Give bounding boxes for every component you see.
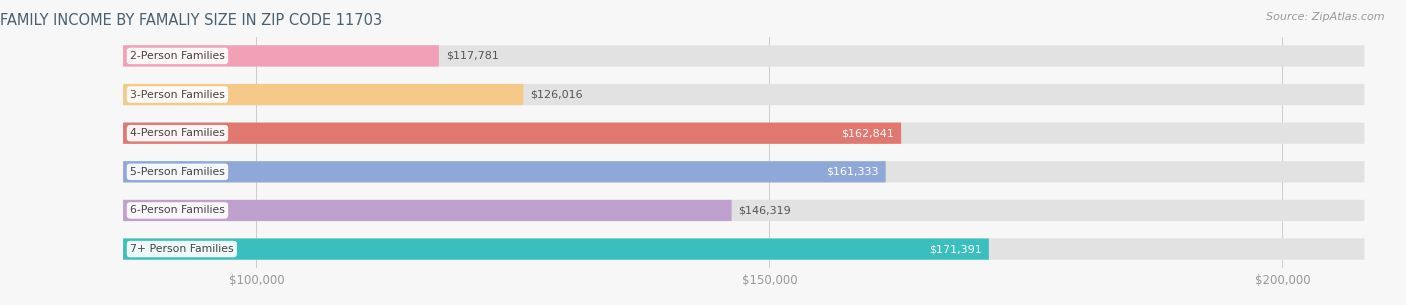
Text: 2-Person Families: 2-Person Families [129, 51, 225, 61]
Text: $162,841: $162,841 [841, 128, 894, 138]
Text: 7+ Person Families: 7+ Person Families [129, 244, 233, 254]
Text: 3-Person Families: 3-Person Families [129, 90, 225, 99]
Text: 5-Person Families: 5-Person Families [129, 167, 225, 177]
Text: 4-Person Families: 4-Person Families [129, 128, 225, 138]
FancyBboxPatch shape [124, 123, 901, 144]
Text: $161,333: $161,333 [827, 167, 879, 177]
FancyBboxPatch shape [124, 45, 1364, 66]
FancyBboxPatch shape [124, 239, 1364, 260]
FancyBboxPatch shape [124, 161, 886, 182]
Text: Source: ZipAtlas.com: Source: ZipAtlas.com [1267, 12, 1385, 22]
Text: $126,016: $126,016 [530, 90, 583, 99]
FancyBboxPatch shape [124, 45, 439, 66]
Text: $146,319: $146,319 [738, 206, 792, 215]
FancyBboxPatch shape [124, 200, 731, 221]
FancyBboxPatch shape [124, 84, 523, 105]
Text: 6-Person Families: 6-Person Families [129, 206, 225, 215]
Text: FAMILY INCOME BY FAMALIY SIZE IN ZIP CODE 11703: FAMILY INCOME BY FAMALIY SIZE IN ZIP COD… [0, 13, 382, 28]
FancyBboxPatch shape [124, 239, 988, 260]
FancyBboxPatch shape [124, 84, 1364, 105]
Text: $171,391: $171,391 [929, 244, 981, 254]
FancyBboxPatch shape [124, 161, 1364, 182]
FancyBboxPatch shape [124, 123, 1364, 144]
Text: $117,781: $117,781 [446, 51, 499, 61]
FancyBboxPatch shape [124, 200, 1364, 221]
